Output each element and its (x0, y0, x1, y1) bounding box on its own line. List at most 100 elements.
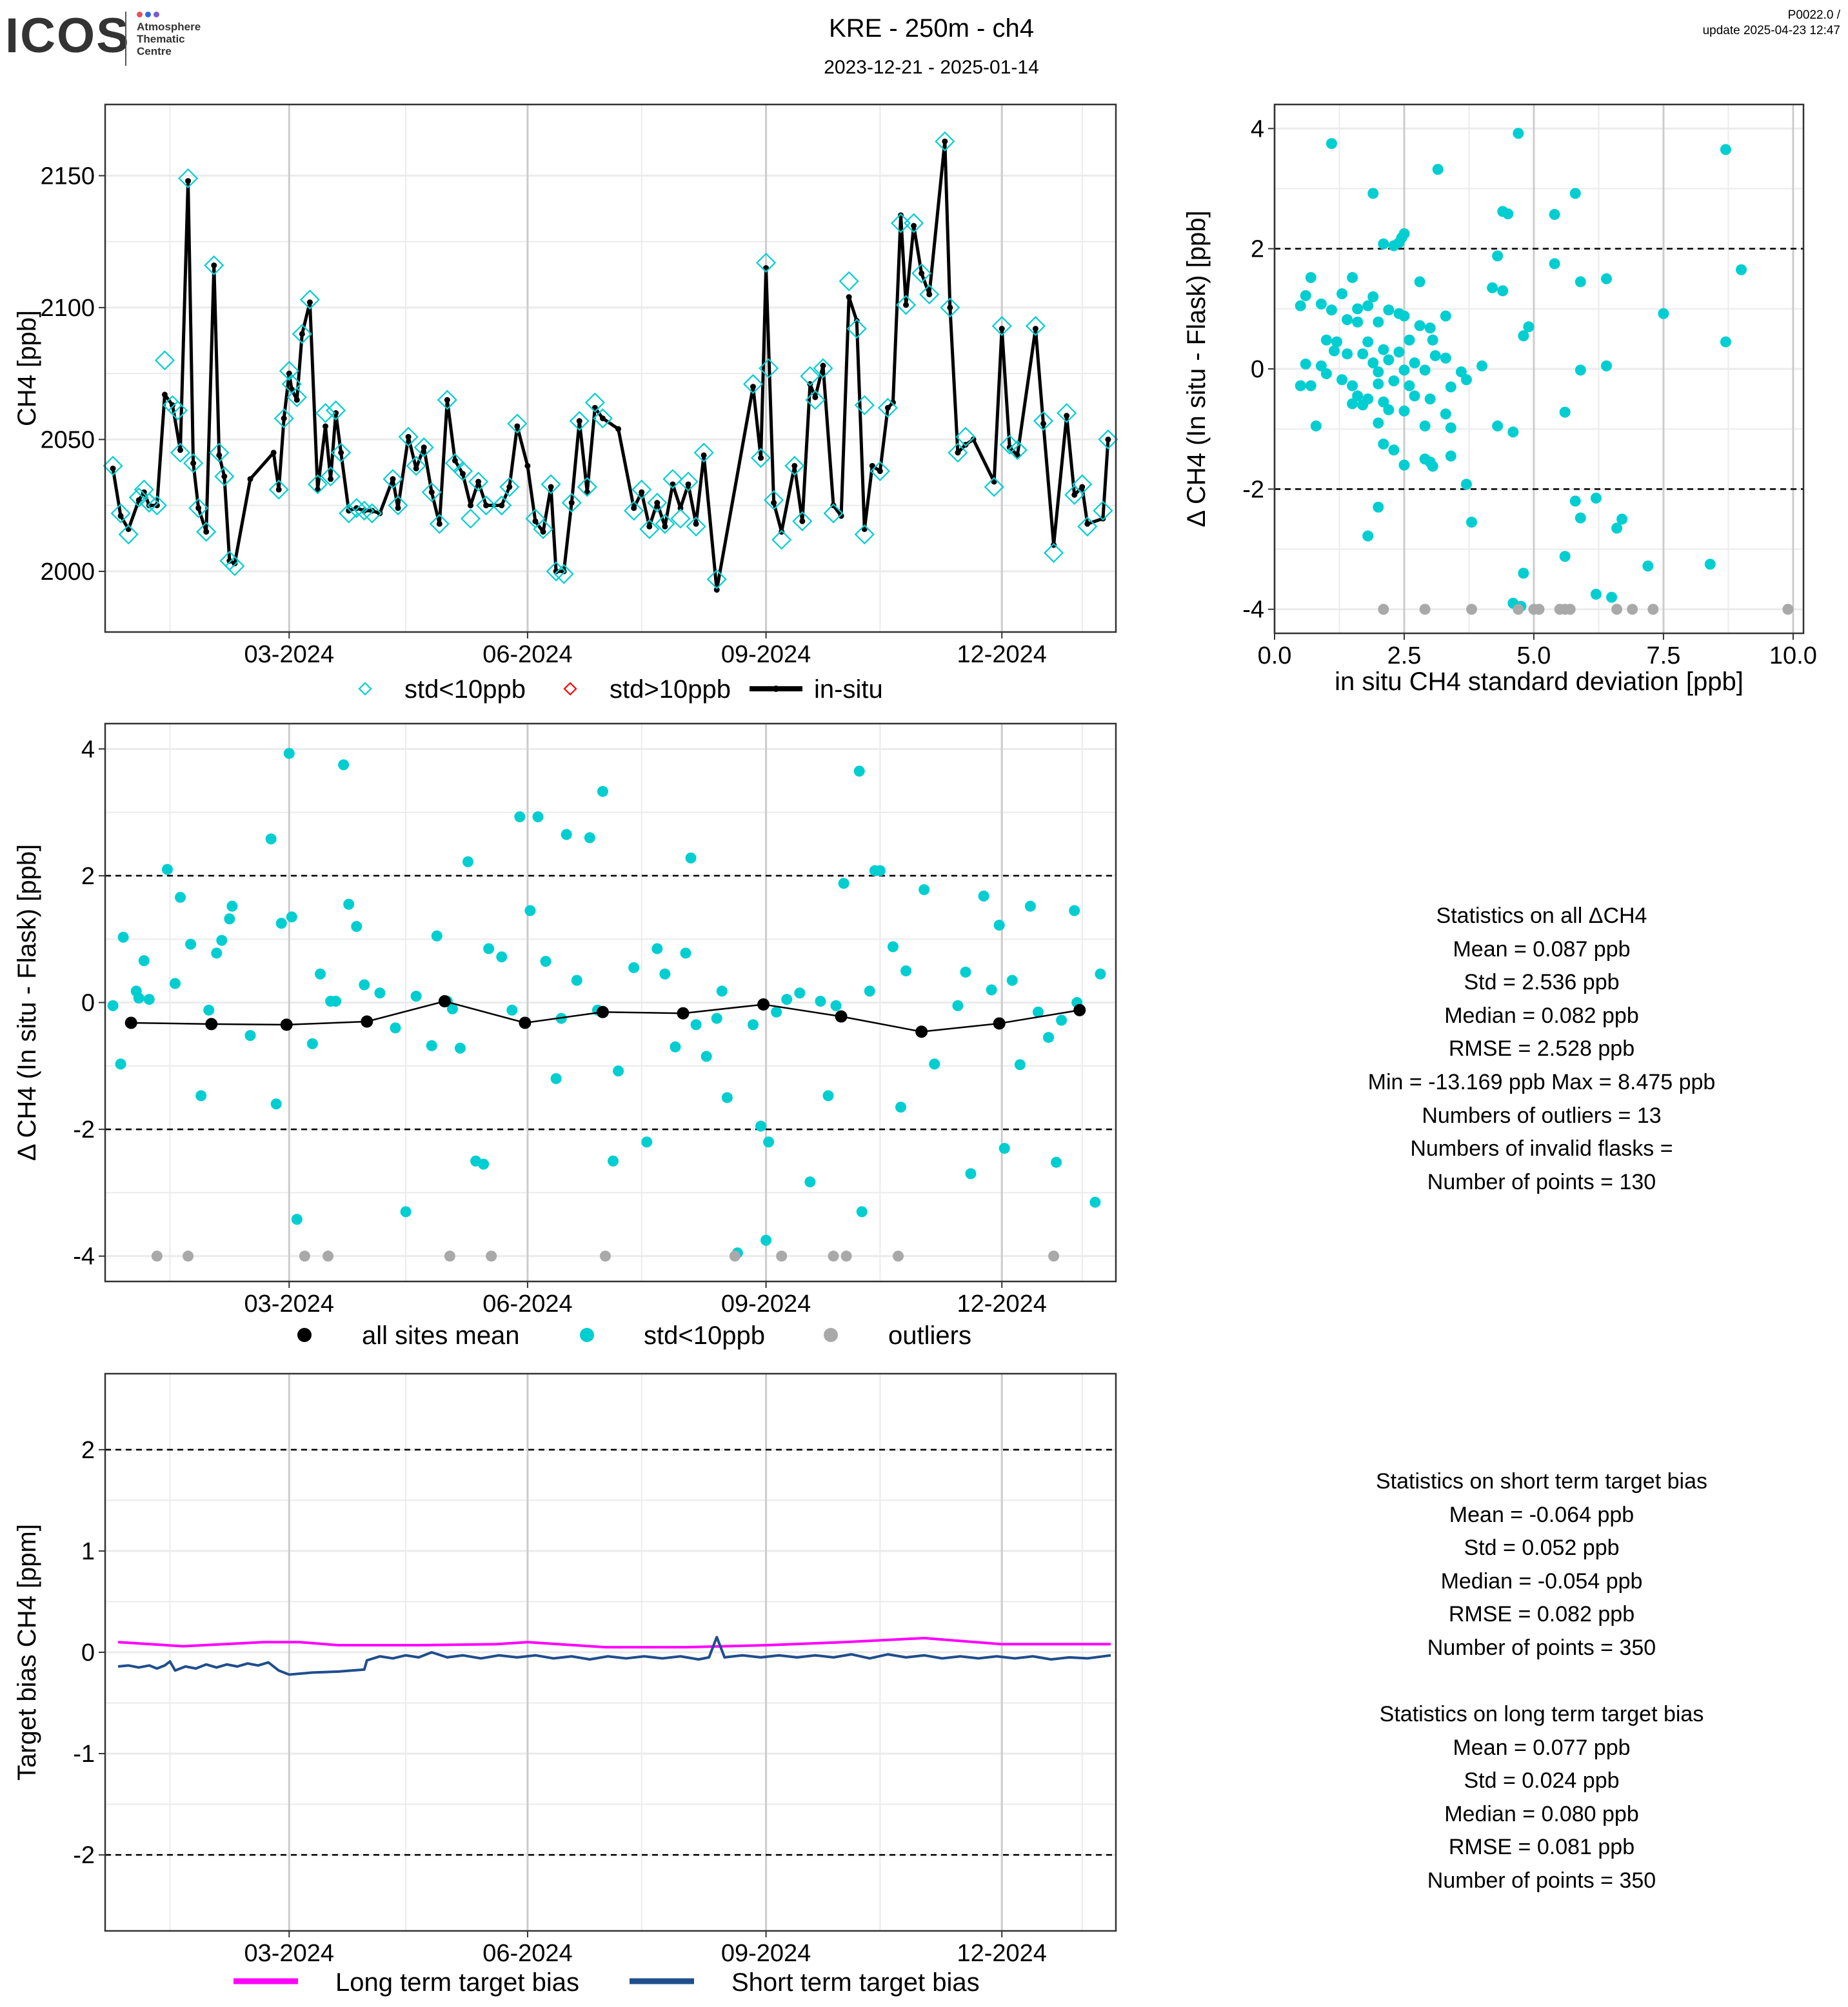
in-situ-point (693, 520, 699, 527)
scatter-point-outlier (1611, 604, 1623, 615)
plot-border (104, 722, 1117, 1283)
scatter-point-std-low (1300, 359, 1311, 370)
stats-long-points: Number of points = 350 (1427, 1868, 1656, 1893)
scatter-point-std-low (1559, 551, 1571, 562)
flask-diamond-marker (128, 487, 149, 508)
scatter-point-std-low (608, 1155, 619, 1167)
in-situ-point (1105, 436, 1111, 442)
flask-diamond-marker (624, 500, 644, 521)
in-situ-point (270, 450, 277, 456)
scatter-point-std-low (275, 918, 287, 929)
in-situ-point (807, 381, 813, 388)
in-situ-point (615, 426, 622, 432)
scatter-point-std-low (1362, 530, 1374, 542)
scatter-point-std-low (1569, 188, 1581, 199)
scatter-point-outlier (1513, 604, 1524, 615)
in-situ-point (390, 476, 396, 482)
scatter-point-std-low (613, 1065, 624, 1077)
in-situ-point (333, 410, 339, 417)
flask-diamond-marker (655, 513, 675, 534)
scatter-point-std-low (1378, 396, 1389, 408)
in-situ-point (812, 394, 819, 400)
in-situ-point (369, 508, 375, 514)
in-situ-point (1051, 542, 1057, 548)
flask-diamond-marker (307, 474, 328, 495)
in-situ-point (203, 529, 210, 535)
scatter-point-std-low (822, 1090, 834, 1102)
stats-all-std: Std = 2.536 ppb (1464, 970, 1620, 995)
scatter-point-std-low (400, 1206, 412, 1218)
flask-diamond-marker (813, 358, 833, 379)
in-situ-point (299, 331, 305, 337)
scatter-point-std-low (1414, 276, 1426, 288)
logo-subtitle: Atmosphere Thematic Centre (137, 21, 201, 57)
in-situ-point (903, 302, 909, 308)
scatter-point-std-low (561, 829, 572, 840)
icos-logo: ICOS (5, 8, 130, 63)
scatter-point-std-low (978, 890, 989, 902)
in-situ-point (226, 558, 233, 564)
scatter-point-std-low (760, 1234, 772, 1246)
scatter-point-std-low (514, 811, 526, 822)
scatter-point-std-low (224, 913, 235, 925)
in-situ-point (1100, 515, 1106, 522)
flask-diamond-marker (693, 442, 714, 463)
stats-short-points: Number of points = 350 (1427, 1635, 1656, 1660)
scatter-point-std-low (1549, 209, 1560, 221)
flask-diamond-marker (895, 295, 917, 315)
in-situ-point (553, 568, 559, 575)
scatter-point-std-low (853, 766, 865, 777)
in-situ-point (853, 317, 860, 324)
scatter-point-std-low (431, 930, 442, 942)
flask-diamond-marker (686, 516, 706, 537)
scatter-point-std-low (1089, 1196, 1101, 1208)
x-tick-label: 10.0 (1769, 642, 1817, 669)
scatter-point-std-low (203, 1004, 215, 1016)
flask-diamond-marker (139, 493, 159, 513)
x-tick-label: 06-2024 (482, 1940, 572, 1967)
flask-diamond-marker (561, 493, 582, 513)
in-situ-point (877, 468, 883, 475)
scatter-point-outlier (1782, 604, 1794, 615)
target-bias-chart: -2 -1 0 1 2 03-2024 06-2024 09-2024 12-2024 Targe… (13, 1372, 1117, 1997)
scatter-point-std-low (794, 987, 806, 999)
scatter-point-std-low (900, 965, 912, 976)
in-situ-point (293, 397, 300, 403)
scatter-point-std-low (265, 833, 277, 845)
stats-all-mean: Mean = 0.087 ppb (1453, 936, 1631, 962)
flask-diamond-marker (854, 524, 875, 545)
mean-point (993, 1017, 1006, 1030)
scatter-point-std-low (1487, 282, 1498, 293)
scatter-point-std-low (597, 786, 608, 797)
flask-diamond-marker (541, 474, 561, 495)
in-situ-point (499, 502, 505, 509)
flask-diamond-marker (346, 498, 367, 519)
scatter-point-std-low (1032, 1006, 1044, 1018)
legend-key-std-low (580, 1328, 594, 1342)
scatter-point-std-low (1295, 300, 1306, 311)
scatter-point-std-low (1611, 522, 1623, 534)
scatter-point-std-low (771, 1006, 782, 1018)
in-situ-point (185, 178, 192, 184)
scatter-point-std-low (446, 1003, 458, 1014)
in-situ-point (459, 471, 466, 477)
in-situ-point (999, 326, 1005, 332)
scatter-point-std-low (390, 1022, 401, 1034)
scatter-point-outlier (1419, 604, 1431, 615)
scatter-point-std-low (175, 891, 186, 903)
flask-diamond-marker (268, 479, 289, 500)
scatter-point-std-low (1440, 310, 1451, 322)
flask-diamond-marker (919, 284, 940, 305)
flask-diamond-marker (178, 168, 199, 189)
scatter-point-std-low (1362, 300, 1374, 311)
in-situ-point (444, 397, 450, 403)
flask-diamond-marker (940, 297, 960, 318)
delta-vs-std-scatter-chart: -4 -2 0 2 4 0.0 2.5 5.0 7.5 10.0 Δ CH4 (In situ - … (1182, 103, 1817, 696)
flask-diamond-marker (877, 397, 898, 418)
mean-point (915, 1025, 928, 1038)
stats-all-outliers: Numbers of outliers = 13 (1422, 1103, 1662, 1128)
flask-diamond-marker (577, 477, 597, 497)
y-tick-label: -2 (73, 1842, 95, 1869)
scatter-point-outlier (323, 1251, 334, 1262)
scatter-point-outlier (1647, 604, 1659, 615)
